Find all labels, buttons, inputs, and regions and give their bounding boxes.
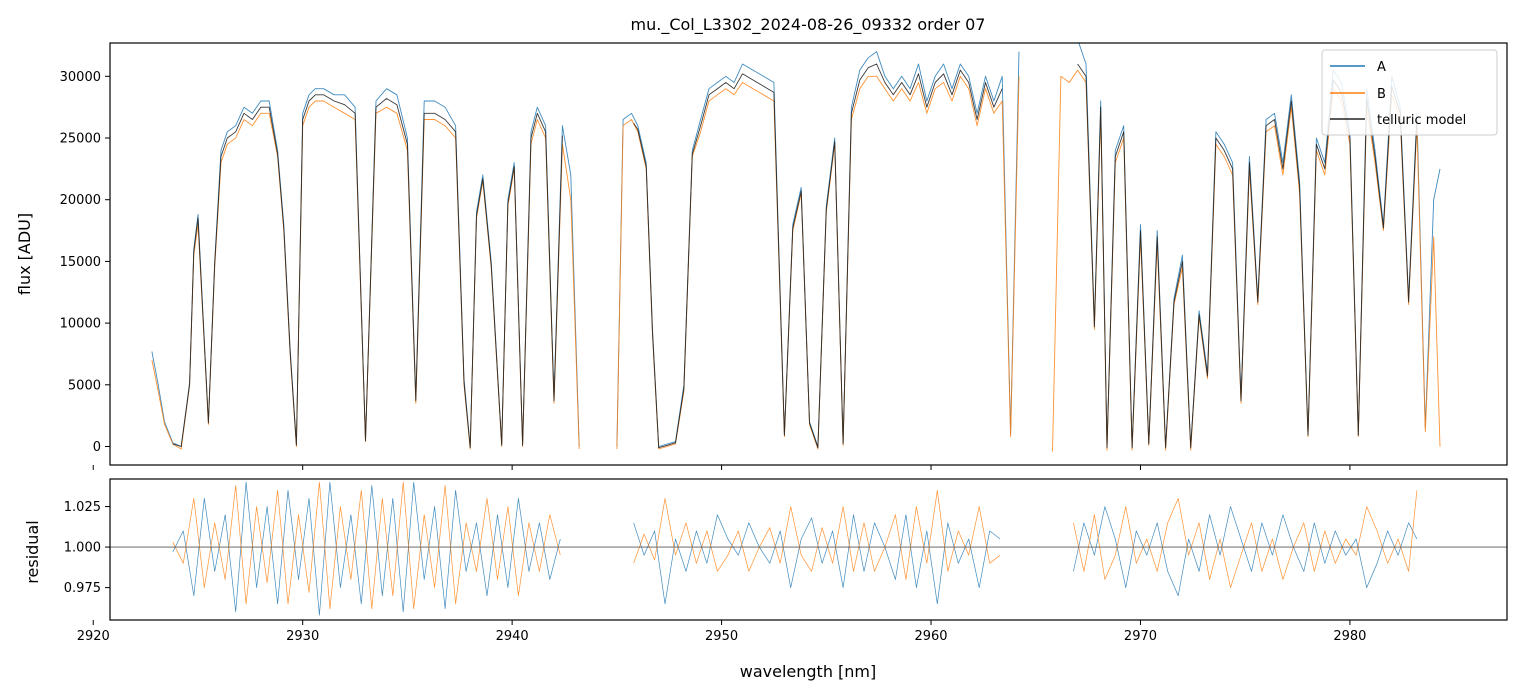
residual-ytick-label: 1.000 [64, 541, 101, 556]
main-series-telluric-model-segment-2 [1077, 63, 1418, 449]
main-ytick-label: 5000 [68, 378, 101, 393]
residual-series-b-segment-1 [633, 489, 1001, 580]
main-series-b-segment-1 [616, 75, 1020, 450]
residual-panel: 0.975 1.000 1.025 2920 2930 2940 2950 2960 2970… [64, 478, 1508, 644]
residual-xtick-label: 2980 [1333, 629, 1366, 644]
main-ytick-label: 25000 [60, 132, 101, 147]
residual-xlabel: wavelength [nm] [740, 662, 877, 681]
residual-ytick-label: 1.025 [64, 500, 101, 515]
main-series-telluric-model-segment-1 [633, 63, 1003, 449]
residual-xtick-label: 2970 [1124, 629, 1157, 644]
legend-label-a: A [1377, 60, 1386, 75]
residual-series-b-segment-0 [172, 481, 561, 610]
main-ytick-label: 15000 [60, 255, 101, 270]
legend-box [1321, 49, 1498, 136]
main-xticks [92, 465, 1351, 470]
main-ytick-label: 30000 [60, 70, 101, 85]
main-ytick-label: 10000 [60, 317, 101, 332]
main-ylabel: flux [ADU] [15, 213, 34, 295]
residual-series-group [172, 481, 1418, 616]
residual-axes-frame [109, 478, 1508, 621]
main-panel: 0 5000 10000 15000 20000 25000 30000 A B tellu… [60, 42, 1508, 470]
chart-title: mu._Col_L3302_2024-08-26_09332 order 07 [631, 15, 986, 35]
residual-xtick-label: 2940 [496, 629, 529, 644]
main-series-telluric-model-segment-0 [172, 94, 563, 449]
legend-label-telluric: telluric model [1377, 113, 1466, 128]
residual-ytick-label: 0.975 [64, 581, 101, 596]
residual-xtick-label: 2920 [77, 629, 110, 644]
residual-xtick-label: 2930 [286, 629, 319, 644]
residual-xtick-label: 2950 [705, 629, 738, 644]
residual-series-a-segment-0 [172, 481, 561, 616]
residual-xticks: 2920 2930 2940 2950 2960 2970 2980 [77, 620, 1366, 644]
residual-ylabel: residual [23, 520, 42, 583]
main-yticks: 0 5000 10000 15000 20000 25000 30000 [60, 70, 110, 455]
legend: A B telluric model [1321, 49, 1498, 136]
main-ytick-label: 20000 [60, 193, 101, 208]
main-series-group [151, 43, 1441, 452]
main-axes-frame [109, 42, 1508, 466]
residual-series-b-segment-2 [1073, 490, 1418, 588]
residual-series-a-segment-2 [1073, 506, 1418, 597]
residual-series-a-segment-1 [633, 514, 1001, 605]
legend-label-b: B [1377, 87, 1386, 102]
residual-yticks: 0.975 1.000 1.025 [64, 500, 110, 596]
residual-xtick-label: 2960 [914, 629, 947, 644]
main-ytick-label: 0 [93, 440, 101, 455]
